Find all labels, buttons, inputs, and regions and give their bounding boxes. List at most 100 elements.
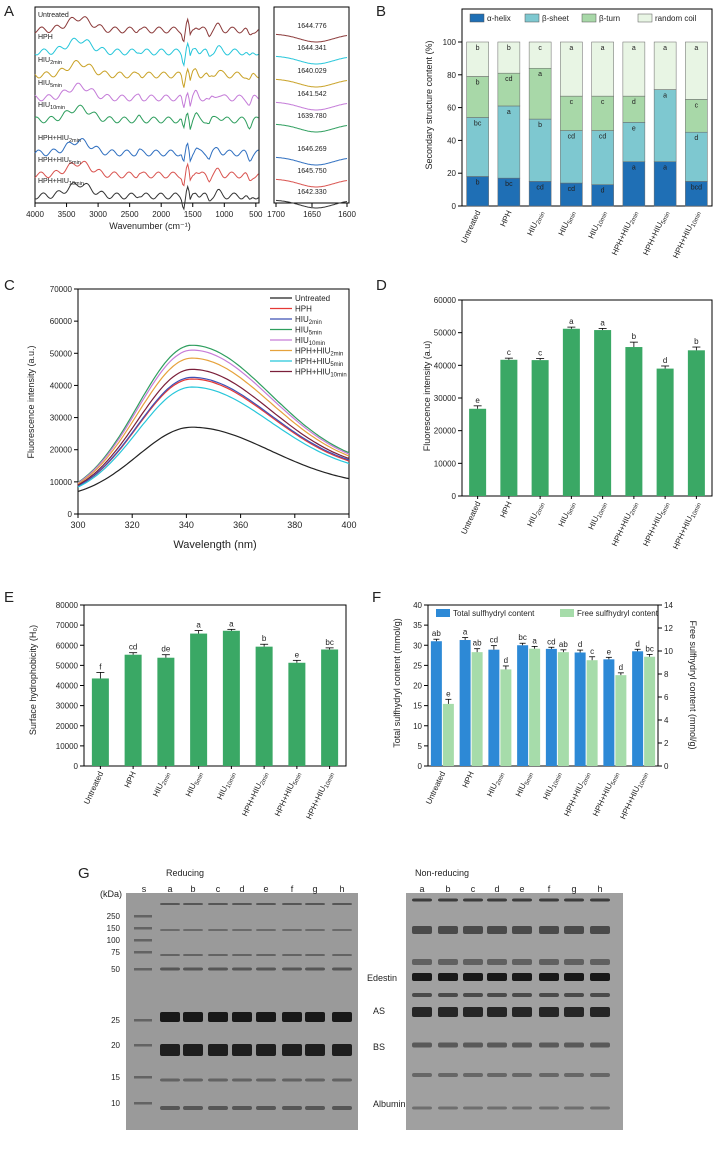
gel-band-nonreducing [564, 926, 584, 934]
b-bar-randomcoil-3 [528, 41, 552, 69]
gel-band-nonreducing [564, 993, 584, 997]
gel-band-nonreducing [590, 973, 610, 981]
gel-band-nonreducing [564, 1007, 584, 1017]
e-bar-7 [288, 662, 306, 766]
c-x-tick-label: 300 [70, 520, 85, 530]
d-letter-5: a [600, 318, 605, 327]
gel-band-reducing [282, 929, 302, 931]
b-legend-swatch-1 [469, 13, 485, 23]
ftir-label-7: HPH+HIU5min [38, 157, 81, 166]
gel-band-reducing [160, 1106, 180, 1110]
d-y-tick-label: 20000 [434, 427, 457, 436]
x-tick-label-e-5: HIU10min [215, 770, 238, 802]
e-letter-5: a [229, 619, 234, 628]
gel-lane-label-reducing-b: b [190, 884, 195, 894]
x-tick-label-e-2: HPH [123, 770, 138, 789]
f-letter: e [607, 647, 612, 656]
gel-band-nonreducing [463, 898, 483, 902]
gel-marker-label-75: 75 [111, 948, 120, 957]
c-spectrum-3 [77, 376, 350, 487]
f-bar-free-1 [442, 703, 454, 766]
f-letter: ab [559, 640, 568, 649]
gel-band-nonreducing [512, 1042, 532, 1048]
gel-marker-band [134, 1102, 152, 1105]
gel-band-reducing [256, 1106, 276, 1110]
panel-e: E Surface hydrophobicity (H₀) 0 10000 2000… [4, 589, 347, 821]
b-bar-randomcoil-7 [653, 41, 677, 90]
gel-band-nonreducing [463, 959, 483, 965]
b-y-tick-label: 0 [452, 202, 457, 211]
e-letter-8: bc [325, 638, 333, 647]
ftir-zoom-x-tick-label: 1650 [303, 210, 321, 219]
ftir-zoom-curve-7 [275, 178, 348, 188]
e-y-tick-label: 0 [74, 762, 79, 771]
ftir-curve-4 [34, 82, 259, 108]
sds-page-gels: 250 150 100 75 50 25 20 15 10 a a b b c c d d e e f f g g h h Ede… [107, 884, 623, 1130]
gel-band-nonreducing [590, 993, 610, 997]
gel-lane-label-reducing-g: g [312, 884, 317, 894]
b-letter: c [570, 99, 574, 106]
x-tick-label-b-6: HPH+HIU2min [610, 209, 640, 257]
ftir-curve-1 [34, 16, 259, 43]
b-letter: cd [536, 184, 544, 191]
gel-band-reducing [183, 1078, 203, 1082]
f-letter: cd [547, 637, 555, 646]
b-bar-randomcoil-2 [497, 41, 521, 74]
gel-band-nonreducing [512, 1007, 532, 1017]
f-bar-total-3 [488, 649, 500, 766]
ftir-zoom-curve-1 [275, 33, 348, 43]
gel-marker-label-10: 10 [111, 1099, 120, 1108]
c-y-tick-label: 10000 [50, 478, 73, 487]
gel-band-nonreducing [539, 1106, 559, 1110]
ftir-curve-6 [34, 138, 259, 163]
gel-marker-label-20: 20 [111, 1041, 120, 1050]
e-letter-4: a [196, 621, 201, 630]
gel-band-reducing [208, 1106, 228, 1110]
x-tick-label-e-8: HPH+HIU10min [304, 770, 336, 821]
d-bar-7 [656, 368, 674, 496]
d-frame [461, 299, 713, 497]
gel-band-nonreducing [412, 1106, 432, 1110]
gel-marker-band [134, 1019, 152, 1022]
e-letter-2: cd [129, 643, 137, 652]
f-letter: bc [645, 644, 653, 653]
f-bar-free-8 [644, 656, 656, 766]
f-y-tick-label: 5 [418, 742, 423, 751]
x-tick-label-f-7: HPH+HIU5min [591, 770, 621, 818]
gel-band-reducing [282, 967, 302, 971]
gel-band-reducing [256, 903, 276, 905]
x-tick-label-d-4: HIU5min [557, 500, 578, 529]
gel-band-nonreducing [463, 993, 483, 997]
gel-band-nonreducing [539, 973, 559, 981]
b-letter: d [632, 99, 636, 106]
gel-band-nonreducing [463, 926, 483, 934]
gel-band-reducing [160, 1012, 180, 1022]
ftir-peak-1: 1644.776 [297, 23, 326, 30]
x-tick-label-b-2: HPH [498, 209, 513, 228]
c-y-tick-label: 50000 [50, 349, 73, 358]
ftir-zoom-x-tick-label: 1700 [267, 210, 285, 219]
gel-band-nonreducing [539, 993, 559, 997]
gel-band-nonreducing [564, 1042, 584, 1048]
gel-lane-s: s [142, 884, 147, 894]
gel-band-reducing [305, 1078, 325, 1082]
c-legend-label-8: HPH+HIU10min [295, 368, 347, 379]
gel-lane-label-reducing-h: h [339, 884, 344, 894]
f-y-tick-label: 35 [413, 621, 422, 630]
c-legend-label-4: HIU5min [295, 326, 322, 337]
ftir-x-tick-label: 2500 [121, 210, 139, 219]
ftir-label-3: HIU2min [38, 57, 62, 66]
c-spectrum-1 [77, 426, 350, 493]
gel-lane-label-nonreducing-h: h [597, 884, 602, 894]
gel-band-reducing [183, 1012, 203, 1022]
gel-band-nonreducing [438, 1007, 458, 1017]
ftir-x-tick-label: 3000 [89, 210, 107, 219]
x-tick-label-e-7: HPH+HIU5min [273, 770, 303, 818]
f-bar-total-8 [632, 651, 644, 766]
ftir-label-4: HIU5min [38, 80, 62, 89]
gel-band-nonreducing [564, 898, 584, 902]
gel-band-nonreducing [463, 1042, 483, 1048]
ftir-peak-8: 1642.330 [297, 189, 326, 196]
gel-band-reducing [208, 1044, 228, 1056]
gel-band-reducing [232, 967, 252, 971]
